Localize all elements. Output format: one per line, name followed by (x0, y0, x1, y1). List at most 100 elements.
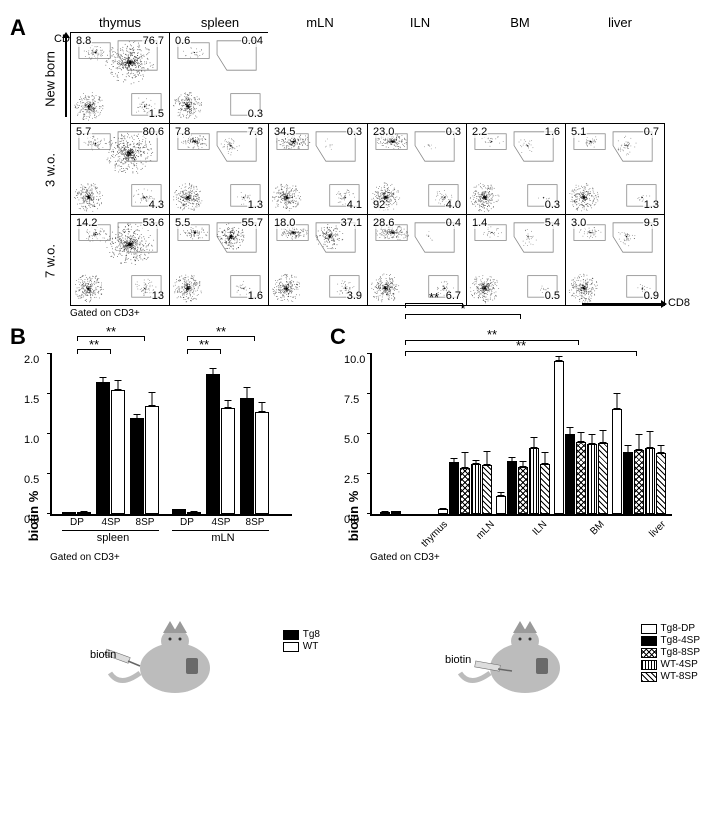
gate-pct: 76.7 (142, 36, 165, 47)
gate-pct: 0.3 (247, 109, 264, 120)
gate-pct: 92 (372, 200, 386, 211)
panels-bc: B biotin % 0.00.51.01.52.0DP4SP8SPspleen… (10, 329, 692, 703)
sig-star: ** (487, 327, 497, 342)
gate-pct: 5.7 (75, 127, 92, 138)
bar (111, 390, 125, 514)
panel-a-gated: Gated on CD3+ (70, 308, 692, 319)
bar (656, 453, 666, 514)
gate-pct: 4.0 (445, 200, 462, 211)
ytick: 0.0 (344, 514, 359, 526)
legend-item: WT-8SP (641, 671, 700, 682)
bar (471, 464, 481, 514)
gate-pct: 34.5 (273, 127, 296, 138)
bar (172, 509, 186, 514)
gate-pct: 0.4 (445, 218, 462, 229)
gate-pct: 2.2 (471, 127, 488, 138)
bar-group (612, 409, 666, 514)
bar (540, 464, 550, 514)
xtick: DP (180, 517, 194, 528)
ytick: 0.0 (24, 514, 39, 526)
facs-plot (268, 32, 368, 124)
gate-pct: 8.8 (75, 36, 92, 47)
gate-pct: 5.5 (174, 218, 191, 229)
bar (623, 452, 633, 514)
panel-b-label: B (10, 324, 26, 350)
legend-swatch (641, 672, 657, 682)
ytick: 5.0 (344, 434, 359, 446)
xtick: liver (647, 519, 668, 540)
ytick: 2.5 (344, 474, 359, 486)
facs-plot (367, 32, 467, 124)
gate-pct: 14.2 (75, 218, 98, 229)
panel-c-label: C (330, 324, 346, 350)
legend-swatch (641, 636, 657, 646)
gate-pct: 1.3 (643, 200, 660, 211)
gate-pct: 13 (151, 291, 165, 302)
bar (391, 511, 401, 514)
bar (482, 465, 492, 514)
facs-plot: 28.60.46.7 (367, 214, 467, 306)
legend-item: Tg8-4SP (641, 635, 700, 646)
gate-pct: 4.1 (346, 200, 363, 211)
panel-b-chart: 0.00.51.01.52.0DP4SP8SPspleenDP4SP8SPmLN… (50, 354, 292, 516)
facs-plot: 5.10.71.3 (565, 123, 665, 215)
biotin-text: biotin (90, 649, 116, 661)
facs-row: New born 8.876.71.5 0.60.040.3 (70, 33, 692, 124)
bar-group (62, 512, 91, 514)
sig-star: ** (216, 324, 226, 339)
bar (96, 382, 110, 514)
facs-col-header: spleen (170, 15, 270, 33)
panel-b: B biotin % 0.00.51.01.52.0DP4SP8SPspleen… (10, 329, 310, 703)
facs-plot: 2.21.60.3 (466, 123, 566, 215)
legend-item: WT-4SP (641, 659, 700, 670)
xtick: ILN (531, 519, 550, 538)
bar (130, 418, 144, 514)
x-arrow-icon (582, 303, 662, 305)
bar (565, 434, 575, 514)
mouse-ip-icon: biotin (440, 613, 580, 703)
ytick: 2.0 (24, 354, 39, 366)
mouse-iv-icon: biotin (90, 613, 230, 703)
facs-plot: 8.876.71.5 (70, 32, 170, 124)
facs-row-label: 3 w.o. (43, 135, 58, 205)
bar (496, 496, 506, 514)
facs-plot: 5.780.64.3 (70, 123, 170, 215)
legend-item: WT (283, 641, 320, 652)
facs-plot: 5.555.71.6 (169, 214, 269, 306)
gate-pct: 0.9 (643, 291, 660, 302)
sig-star: ** (199, 337, 209, 352)
bar (587, 444, 597, 514)
gate-pct: 5.1 (570, 127, 587, 138)
bar (529, 448, 539, 514)
bar (255, 412, 269, 514)
gate-pct: 28.6 (372, 218, 395, 229)
y-arrow-icon (65, 37, 67, 117)
cd8-axis-label: CD8 (668, 297, 690, 309)
bar-group (96, 382, 125, 514)
bar-group (130, 406, 159, 514)
legend-text: Tg8 (303, 629, 320, 640)
sig-star: ** (89, 337, 99, 352)
gate-pct: 53.6 (142, 218, 165, 229)
facs-plot: 1.45.40.5 (466, 214, 566, 306)
gate-pct: 7.8 (247, 127, 264, 138)
facs-row: 7 w.o. 14.253.613 5.555.71.6 18.037.13.9… (70, 215, 692, 306)
panel-c: C biotin % 0.02.55.07.510.0thymusmLNILNB… (330, 329, 690, 703)
gate-pct: 80.6 (142, 127, 165, 138)
bar (507, 461, 517, 514)
facs-plot: 34.50.34.1 (268, 123, 368, 215)
facs-row-label: New born (43, 44, 58, 114)
group-label: spleen (97, 532, 129, 544)
gate-pct: 5.4 (544, 218, 561, 229)
facs-plot: 14.2 53.6 13 (70, 214, 170, 306)
figure: A CD4 thymusspleenmLNILNBMliver New born… (10, 15, 692, 703)
ytick: 1.0 (24, 434, 39, 446)
facs-grid: thymusspleenmLNILNBMliver New born 8.876… (70, 15, 692, 306)
panel-b-mouse: biotin (10, 613, 310, 703)
ytick: 10.0 (344, 354, 365, 366)
bar (438, 509, 448, 514)
facs-plot (565, 32, 665, 124)
bar (206, 374, 220, 514)
legend-text: Tg8-4SP (661, 635, 700, 646)
legend-text: Tg8-8SP (661, 647, 700, 658)
